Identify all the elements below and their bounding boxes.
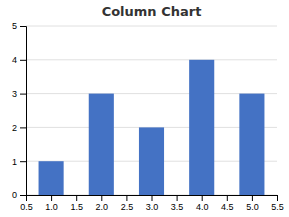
bar xyxy=(239,94,264,195)
title: Column Chart xyxy=(102,4,202,19)
x-tick: 5.0 xyxy=(246,195,259,212)
x-tick: 5.5 xyxy=(271,195,284,212)
y-tick-mark xyxy=(20,60,26,61)
y-tick-mark xyxy=(20,161,26,162)
x-tick-label: 1.5 xyxy=(70,202,83,212)
bar xyxy=(189,60,214,195)
x-tick-mark xyxy=(252,195,253,201)
x-tick-label: 4.5 xyxy=(221,202,234,212)
y-tick: 4 xyxy=(12,55,26,65)
bar xyxy=(139,127,164,195)
x-tick: 4.5 xyxy=(221,195,234,212)
y-tick-label: 2 xyxy=(12,123,17,133)
y-tick-label: 4 xyxy=(12,55,17,65)
x-tick-label: 2.5 xyxy=(121,202,134,212)
chart: 0.5 1.0 1.5 2.0 2.5 3.0 3.5 4.0 4.5 5.0 5.5 0 1 2 3 4 5 C… xyxy=(0,0,289,217)
y-tick-label: 1 xyxy=(12,157,17,167)
grid xyxy=(26,26,277,195)
grid-line xyxy=(26,26,277,27)
y-tick-mark xyxy=(20,26,26,27)
bar xyxy=(39,161,64,195)
x-tick-mark xyxy=(202,195,203,201)
y-tick-mark xyxy=(20,127,26,128)
x-tick: 2.5 xyxy=(121,195,134,212)
x-tick-label: 4.0 xyxy=(196,202,209,212)
grid-line xyxy=(26,59,277,60)
x-tick: 1.0 xyxy=(45,195,58,212)
bar xyxy=(89,94,114,195)
x-tick-label: 1.0 xyxy=(45,202,58,212)
x-tick: 1.5 xyxy=(70,195,83,212)
x-tick-mark xyxy=(177,195,178,201)
y-axis-line xyxy=(20,27,27,196)
x-tick-label: 2.0 xyxy=(96,202,109,212)
x-tick: 3.5 xyxy=(171,195,184,212)
x-tick-label: 5.5 xyxy=(271,202,284,212)
y-tick: 5 xyxy=(12,21,26,31)
y-tick-label: 0 xyxy=(12,190,17,200)
x-tick-mark xyxy=(227,195,228,201)
plot: 0.5 1.0 1.5 2.0 2.5 3.0 3.5 4.0 4.5 5.0 5.5 0 1 2 3 4 5 xyxy=(12,21,284,212)
y-tick-mark xyxy=(20,94,26,95)
y-tick: 2 xyxy=(12,123,26,133)
y-tick: 0 xyxy=(12,190,26,200)
y-tick: 1 xyxy=(12,157,26,167)
x-tick-mark xyxy=(277,195,278,201)
x-tick: 2.0 xyxy=(96,195,109,212)
x-tick: 0.5 xyxy=(20,195,33,212)
x-tick-label: 5.0 xyxy=(246,202,259,212)
x-tick-label: 3.0 xyxy=(146,202,159,212)
x-tick-mark xyxy=(76,195,77,201)
x-tick-mark xyxy=(51,195,52,201)
x-axis-line xyxy=(27,196,278,202)
y-tick-label: 5 xyxy=(12,21,17,31)
x-axis: 0.5 1.0 1.5 2.0 2.5 3.0 3.5 4.0 4.5 5.0 5.5 xyxy=(20,195,284,212)
x-tick-mark xyxy=(126,195,127,201)
x-tick-mark xyxy=(152,195,153,201)
x-tick-label: 0.5 xyxy=(20,202,33,212)
y-tick: 3 xyxy=(12,89,26,99)
y-tick-mark xyxy=(20,195,26,196)
y-axis: 0 1 2 3 4 5 xyxy=(12,21,27,200)
x-tick-label: 3.5 xyxy=(171,202,184,212)
x-tick: 4.0 xyxy=(196,195,209,212)
bars xyxy=(39,60,265,195)
y-tick-label: 3 xyxy=(12,89,17,99)
x-tick: 3.0 xyxy=(146,195,159,212)
x-tick-mark xyxy=(101,195,102,201)
